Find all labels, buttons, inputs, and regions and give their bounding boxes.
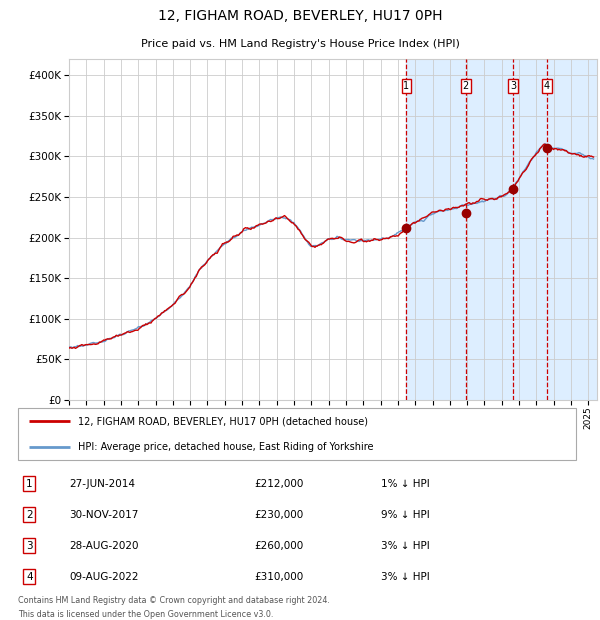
Text: £212,000: £212,000 <box>254 479 303 489</box>
Text: 1: 1 <box>403 81 409 91</box>
Text: 28-AUG-2020: 28-AUG-2020 <box>70 541 139 551</box>
Text: 4: 4 <box>26 572 32 582</box>
Text: Contains HM Land Registry data © Crown copyright and database right 2024.: Contains HM Land Registry data © Crown c… <box>18 596 330 606</box>
Text: 12, FIGHAM ROAD, BEVERLEY, HU17 0PH (detached house): 12, FIGHAM ROAD, BEVERLEY, HU17 0PH (det… <box>78 416 368 426</box>
Text: 30-NOV-2017: 30-NOV-2017 <box>70 510 139 520</box>
Text: £260,000: £260,000 <box>254 541 303 551</box>
Text: HPI: Average price, detached house, East Riding of Yorkshire: HPI: Average price, detached house, East… <box>78 442 374 452</box>
Bar <box>406 59 597 400</box>
Text: 3: 3 <box>510 81 516 91</box>
Text: 2: 2 <box>26 510 32 520</box>
Text: Price paid vs. HM Land Registry's House Price Index (HPI): Price paid vs. HM Land Registry's House … <box>140 39 460 49</box>
Text: £230,000: £230,000 <box>254 510 303 520</box>
Text: 09-AUG-2022: 09-AUG-2022 <box>70 572 139 582</box>
Text: 1% ↓ HPI: 1% ↓ HPI <box>380 479 430 489</box>
FancyBboxPatch shape <box>18 409 577 459</box>
Text: This data is licensed under the Open Government Licence v3.0.: This data is licensed under the Open Gov… <box>18 610 274 619</box>
Text: 4: 4 <box>544 81 550 91</box>
Text: 3% ↓ HPI: 3% ↓ HPI <box>380 541 430 551</box>
Text: 12, FIGHAM ROAD, BEVERLEY, HU17 0PH: 12, FIGHAM ROAD, BEVERLEY, HU17 0PH <box>158 9 442 24</box>
Text: 3: 3 <box>26 541 32 551</box>
Text: 2: 2 <box>463 81 469 91</box>
Text: £310,000: £310,000 <box>254 572 303 582</box>
Text: 9% ↓ HPI: 9% ↓ HPI <box>380 510 430 520</box>
Text: 3% ↓ HPI: 3% ↓ HPI <box>380 572 430 582</box>
Text: 1: 1 <box>26 479 32 489</box>
Text: 27-JUN-2014: 27-JUN-2014 <box>70 479 136 489</box>
